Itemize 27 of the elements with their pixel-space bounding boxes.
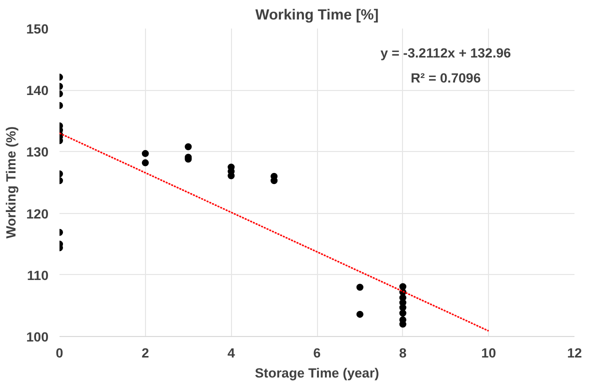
y-tick-label: 120 <box>26 206 49 222</box>
point <box>399 310 406 317</box>
y-tick-label: 150 <box>26 22 49 36</box>
y-tick-label: 140 <box>26 83 49 98</box>
y-axis-title: Working Time (%) <box>3 126 18 239</box>
y-tick-label: 110 <box>27 268 49 283</box>
y-tick-label: 130 <box>26 144 49 160</box>
x-axis-title: Storage Time (year) <box>254 366 380 380</box>
x-tick-label: 2 <box>142 346 150 360</box>
point <box>184 143 192 150</box>
x-tick-label: 4 <box>227 346 236 360</box>
x-tick-label: 6 <box>313 346 321 360</box>
point <box>142 150 149 158</box>
chart-title: Working Time [%] <box>255 8 379 24</box>
point <box>399 283 406 290</box>
x-tick-label: 12 <box>567 346 582 360</box>
x-tick-label: 0 <box>56 346 64 360</box>
point <box>270 177 278 184</box>
point <box>356 284 364 291</box>
annotation: R² = 0.7096 <box>410 70 481 86</box>
x-tick-label: 10 <box>481 346 496 360</box>
point <box>399 304 406 312</box>
x-tick-label: 8 <box>399 346 407 360</box>
point <box>356 310 364 318</box>
y-tick-label: 100 <box>26 330 49 344</box>
point <box>142 159 149 166</box>
annotation: y = -3.2112x + 132.96 <box>380 46 511 61</box>
